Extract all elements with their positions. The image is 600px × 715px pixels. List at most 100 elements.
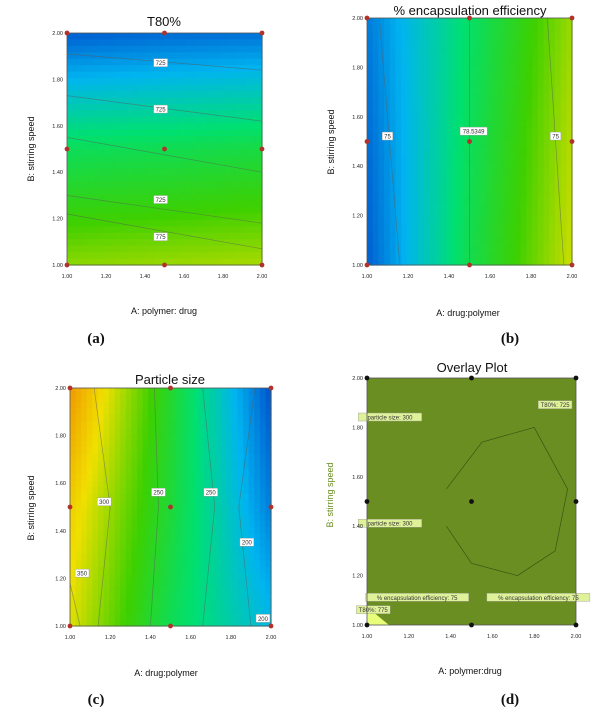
- heat-cell-b: [423, 134, 431, 143]
- heat-cell-b: [554, 59, 562, 67]
- heat-cell-c: [204, 434, 211, 442]
- heat-cell-a: [251, 258, 258, 266]
- contour-line-d: [446, 426, 568, 576]
- heat-cell-c: [209, 440, 216, 449]
- heat-cell-b: [526, 196, 533, 204]
- heat-cell-c: [226, 553, 233, 561]
- heat-cell-b: [463, 230, 471, 239]
- heat-cell-c: [109, 546, 116, 554]
- heat-cell-c: [159, 579, 166, 587]
- heat-cell-c: [103, 434, 110, 442]
- heat-cell-a: [77, 168, 84, 176]
- heat-cell-a: [104, 123, 111, 131]
- heat-cell-a: [197, 168, 204, 176]
- heat-cell-c: [81, 599, 88, 607]
- heat-cell-a: [94, 168, 101, 176]
- contour-label-text-c: 300: [99, 500, 110, 506]
- heat-cell-b: [406, 182, 414, 191]
- heat-cell-c: [120, 546, 127, 554]
- heat-cell-c: [248, 619, 255, 627]
- heat-cell-c: [215, 553, 222, 561]
- heat-cell-a: [207, 181, 214, 189]
- heat-cell-a: [186, 187, 193, 195]
- heat-cell-a: [197, 110, 204, 118]
- heat-cell-c: [153, 592, 160, 601]
- heat-cell-c: [265, 526, 272, 535]
- heat-cell-c: [265, 586, 272, 594]
- heat-cell-b: [537, 251, 545, 259]
- heat-cell-c: [198, 434, 205, 442]
- heat-cell-c: [243, 513, 250, 521]
- heat-cell-b: [458, 203, 465, 211]
- panel-a-xlabel: A: polymer: drug: [131, 306, 197, 316]
- heat-cell-b: [486, 114, 493, 122]
- heat-cell-a: [77, 116, 84, 124]
- heat-cell-a: [164, 142, 171, 150]
- heat-cell-a: [94, 174, 101, 182]
- heat-cell-b: [469, 120, 476, 129]
- heat-cell-c: [131, 566, 138, 574]
- heat-cell-a: [126, 142, 133, 150]
- heat-cell-c: [142, 612, 149, 620]
- x-tick-label-c: 1.00: [65, 635, 76, 641]
- heat-cell-b: [452, 127, 459, 136]
- heat-cell-a: [175, 226, 182, 234]
- heat-cell-b: [532, 72, 539, 81]
- heat-cell-a: [142, 91, 149, 99]
- heat-cell-a: [110, 232, 117, 240]
- heat-cell-c: [170, 592, 177, 601]
- heat-cell-c: [254, 493, 261, 501]
- heat-cell-b: [554, 244, 562, 252]
- heat-cell-a: [256, 174, 263, 182]
- heat-cell-b: [384, 196, 391, 204]
- heat-cell-c: [265, 566, 272, 574]
- heat-cell-c: [164, 401, 172, 409]
- heat-cell-a: [126, 181, 133, 189]
- heat-cell-a: [148, 219, 155, 227]
- heat-cell-a: [234, 129, 241, 137]
- heat-cell-a: [83, 200, 90, 208]
- heat-cell-b: [549, 100, 556, 108]
- heat-cell-a: [148, 45, 155, 53]
- heat-cell-a: [142, 142, 149, 150]
- heat-cell-c: [125, 566, 133, 574]
- heat-cell-c: [86, 592, 93, 601]
- heat-cell-b: [429, 114, 436, 122]
- contour-label-box-a: [153, 58, 168, 67]
- heat-cell-b: [492, 251, 499, 259]
- heat-cell-a: [224, 194, 231, 202]
- heat-cell-c: [81, 559, 88, 568]
- heat-cell-c: [237, 480, 244, 488]
- heat-cell-b: [435, 155, 442, 163]
- heat-cell-a: [94, 58, 101, 66]
- heat-cell-a: [148, 245, 155, 253]
- heat-cell-c: [97, 619, 105, 627]
- heat-cell-b: [389, 59, 397, 67]
- design-point-c: [67, 504, 73, 510]
- heat-cell-b: [475, 38, 482, 47]
- heat-cell-a: [191, 252, 198, 260]
- heat-cell-b: [441, 24, 448, 33]
- heat-cell-a: [229, 91, 236, 99]
- heat-cell-a: [202, 136, 209, 144]
- heat-cell-a: [88, 129, 95, 137]
- heat-cell-b: [503, 120, 510, 129]
- heat-cell-b: [537, 216, 545, 225]
- heat-cell-a: [240, 33, 247, 41]
- heat-cell-c: [81, 401, 88, 409]
- heat-cell-b: [389, 141, 397, 149]
- heat-cell-a: [88, 45, 95, 53]
- heat-cell-c: [170, 447, 177, 455]
- heat-cell-c: [97, 586, 105, 594]
- heat-cell-a: [159, 155, 166, 163]
- heat-cell-a: [88, 33, 95, 41]
- heat-cell-c: [120, 407, 127, 416]
- heat-cell-a: [72, 232, 79, 240]
- heat-cell-a: [240, 91, 247, 99]
- heat-cell-a: [126, 52, 133, 60]
- heat-cell-c: [226, 612, 233, 620]
- heat-cell-b: [463, 79, 471, 88]
- heat-cell-c: [204, 407, 211, 416]
- heat-cell-a: [137, 39, 144, 47]
- heat-cell-b: [560, 210, 567, 218]
